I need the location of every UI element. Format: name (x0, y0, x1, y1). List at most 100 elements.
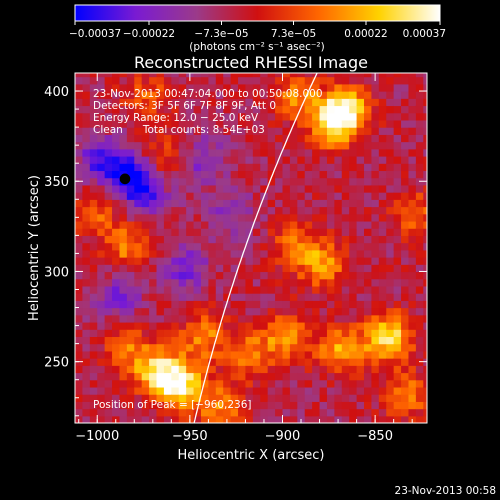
image-pixel (326, 379, 335, 388)
image-pixel (275, 271, 284, 280)
image-pixel (393, 293, 402, 301)
image-pixel (378, 365, 387, 374)
image-pixel (304, 336, 313, 345)
image-pixel (104, 127, 113, 135)
image-pixel (289, 177, 298, 186)
image-pixel (245, 343, 254, 352)
image-pixel (89, 206, 98, 215)
image-pixel (200, 206, 209, 215)
image-pixel (119, 408, 128, 417)
image-pixel (341, 170, 350, 179)
image-pixel (334, 285, 343, 294)
image-pixel (178, 285, 187, 294)
image-pixel (415, 300, 424, 309)
image-pixel (186, 401, 195, 410)
image-pixel (260, 293, 269, 301)
image-pixel (260, 307, 269, 316)
image-pixel (223, 163, 232, 172)
image-pixel (141, 220, 150, 229)
image-pixel (304, 98, 313, 107)
image-pixel (89, 163, 98, 172)
image-pixel (408, 285, 417, 294)
image-pixel (289, 300, 298, 309)
image-pixel (156, 228, 165, 236)
image-pixel (112, 134, 121, 143)
image-pixel (319, 271, 328, 280)
image-pixel (238, 415, 247, 423)
image-pixel (223, 127, 232, 135)
image-pixel (415, 112, 424, 121)
image-pixel (112, 206, 121, 215)
image-pixel (364, 321, 373, 330)
image-pixel (319, 127, 328, 135)
image-pixel (171, 372, 180, 381)
image-pixel (371, 127, 380, 135)
image-pixel (156, 112, 165, 121)
image-pixel (97, 372, 106, 381)
image-pixel (393, 83, 402, 92)
image-pixel (104, 350, 113, 359)
image-pixel (408, 379, 417, 388)
image-pixel (289, 329, 298, 338)
image-pixel (200, 141, 209, 150)
image-pixel (415, 192, 424, 200)
image-pixel (304, 249, 313, 258)
image-pixel (282, 184, 291, 193)
x-axis-label: Heliocentric X (arcsec) (178, 448, 325, 463)
image-pixel (238, 228, 247, 236)
image-pixel (371, 213, 380, 222)
image-pixel (245, 98, 254, 107)
image-pixel (178, 329, 187, 338)
image-pixel (341, 329, 350, 338)
image-pixel (282, 119, 291, 128)
image-pixel (104, 372, 113, 381)
image-pixel (200, 220, 209, 229)
image-pixel (393, 220, 402, 229)
image-pixel (112, 235, 121, 244)
image-pixel (423, 141, 427, 150)
x-tick-label: −1000 (75, 429, 119, 444)
image-pixel (245, 293, 254, 301)
image-pixel (393, 235, 402, 244)
image-pixel (260, 213, 269, 222)
image-pixel (149, 379, 158, 388)
image-pixel (275, 321, 284, 330)
image-pixel (267, 329, 276, 338)
image-pixel (141, 112, 150, 121)
image-pixel (238, 249, 247, 258)
image-pixel (349, 257, 358, 265)
image-pixel (200, 148, 209, 157)
image-pixel (112, 98, 121, 107)
image-pixel (238, 206, 247, 215)
image-pixel (119, 321, 128, 330)
image-pixel (208, 307, 217, 316)
image-pixel (415, 83, 424, 92)
image-pixel (356, 314, 365, 323)
image-pixel (378, 235, 387, 244)
image-pixel (386, 119, 395, 128)
image-pixel (415, 148, 424, 157)
image-pixel (297, 321, 306, 330)
image-pixel (163, 76, 172, 85)
image-pixel (304, 220, 313, 229)
image-pixel (149, 314, 158, 323)
image-pixel (215, 379, 224, 388)
image-pixel (141, 336, 150, 345)
image-pixel (178, 293, 187, 301)
image-pixel (423, 257, 427, 265)
image-pixel (371, 105, 380, 114)
image-pixel (282, 170, 291, 179)
image-pixel (341, 98, 350, 107)
plot-frame (74, 72, 428, 424)
image-pixel (141, 329, 150, 338)
image-pixel (82, 98, 91, 107)
image-pixel (275, 112, 284, 121)
image-pixel (401, 76, 410, 85)
image-pixel (267, 119, 276, 128)
image-pixel (260, 76, 269, 85)
image-pixel (186, 343, 195, 352)
image-pixel (126, 408, 135, 417)
image-pixel (415, 127, 424, 135)
image-pixel (230, 105, 239, 114)
image-pixel (326, 199, 335, 208)
